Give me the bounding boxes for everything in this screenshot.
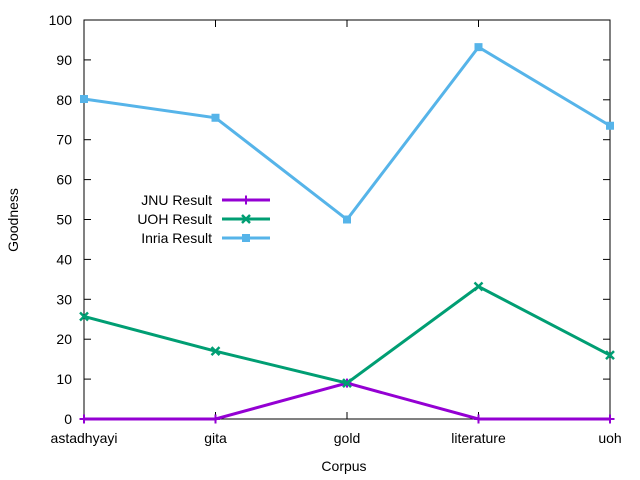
y-tick-label: 10 bbox=[56, 371, 72, 387]
legend-marker bbox=[242, 234, 250, 242]
y-tick-label: 30 bbox=[56, 291, 72, 307]
y-tick-label: 20 bbox=[56, 331, 72, 347]
data-point bbox=[211, 113, 220, 122]
data-point bbox=[605, 414, 615, 424]
data-point bbox=[79, 311, 89, 322]
data-point bbox=[473, 281, 484, 292]
y-tick-label: 60 bbox=[56, 172, 72, 188]
data-point bbox=[605, 350, 615, 361]
legend-marker bbox=[241, 214, 251, 224]
y-tick-label: 70 bbox=[56, 132, 72, 148]
legend-marker bbox=[241, 195, 251, 205]
x-axis-ticks: astadhyayi gita gold literature uoh bbox=[51, 20, 622, 446]
data-point bbox=[343, 215, 351, 224]
x-tick-label: uoh bbox=[598, 430, 621, 446]
x-tick-label: literature bbox=[451, 430, 506, 446]
data-point bbox=[79, 414, 89, 424]
legend-label: Inria Result bbox=[141, 230, 212, 246]
data-point bbox=[211, 414, 220, 424]
series-line bbox=[83, 284, 611, 385]
data-point bbox=[474, 414, 483, 424]
series-3 bbox=[80, 43, 614, 224]
x-tick-label: gold bbox=[334, 430, 360, 446]
legend-label: JNU Result bbox=[141, 192, 212, 208]
legend: JNU Result UOH Result Inria Result bbox=[137, 192, 270, 246]
x-tick-label: gita bbox=[204, 430, 227, 446]
y-axis-label: Goodness bbox=[5, 188, 21, 252]
y-tick-label: 90 bbox=[56, 52, 72, 68]
data-point bbox=[474, 43, 483, 52]
y-tick-label: 40 bbox=[56, 251, 72, 267]
data-point bbox=[342, 378, 352, 388]
legend-label: UOH Result bbox=[137, 211, 212, 227]
y-tick-label: 80 bbox=[56, 92, 72, 108]
series-layer bbox=[79, 43, 615, 424]
data-point bbox=[210, 346, 221, 357]
data-point bbox=[606, 121, 614, 130]
y-axis-ticks: 0 10 20 30 40 50 60 70 80 90 100 bbox=[49, 12, 610, 427]
y-tick-label: 50 bbox=[56, 212, 72, 228]
data-point bbox=[80, 95, 88, 104]
y-tick-label: 0 bbox=[64, 411, 72, 427]
x-tick-label: astadhyayi bbox=[51, 430, 118, 446]
series-2 bbox=[79, 281, 615, 388]
y-tick-label: 100 bbox=[49, 12, 73, 28]
x-axis-label: Corpus bbox=[321, 458, 366, 474]
